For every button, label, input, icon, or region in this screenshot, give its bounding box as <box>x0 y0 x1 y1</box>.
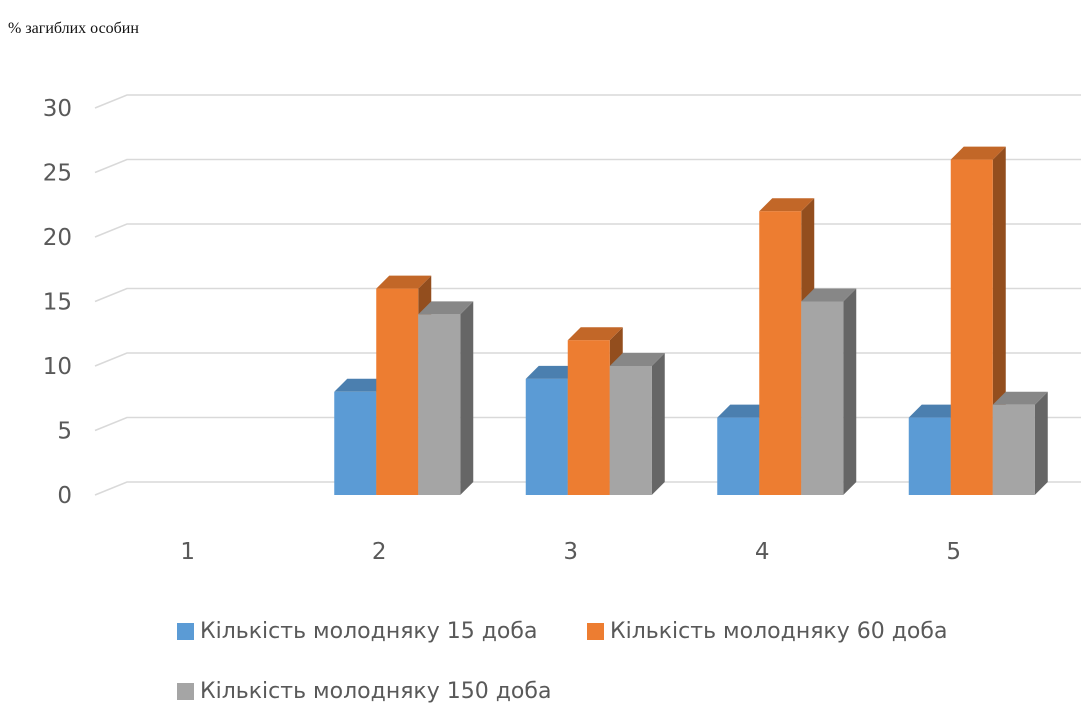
bar-front <box>334 391 377 495</box>
bar-top <box>992 391 1048 405</box>
bar-top <box>801 288 857 302</box>
bar-top <box>950 146 1006 160</box>
bar-front <box>801 301 844 495</box>
bar-side <box>843 288 857 495</box>
gridline <box>94 287 1081 303</box>
bar-top <box>908 404 964 418</box>
gridline <box>94 94 1081 109</box>
x-tick-label: 4 <box>755 539 770 565</box>
bar-front <box>376 288 419 495</box>
x-tick-label: 3 <box>563 539 578 565</box>
y-tick-label: 20 <box>43 225 72 251</box>
bar-front <box>609 366 652 495</box>
bar <box>992 391 1048 495</box>
bar-top <box>376 275 432 289</box>
bar <box>418 301 474 495</box>
bar-front <box>908 417 951 495</box>
y-tick-label: 10 <box>43 354 72 380</box>
bar-top <box>759 198 815 212</box>
bar-top <box>525 365 581 379</box>
x-tick-label: 2 <box>372 539 387 565</box>
bar-front <box>950 159 993 495</box>
y-tick-labels: 0 5 10 15 20 25 30 <box>43 96 72 509</box>
bar-top <box>418 301 474 315</box>
x-tick-label: 5 <box>946 539 961 565</box>
bar-side <box>651 353 665 495</box>
bar <box>801 288 857 495</box>
gridline <box>94 158 1081 174</box>
bars <box>334 146 1048 495</box>
bar-top <box>567 327 623 341</box>
y-tick-label: 25 <box>43 161 72 187</box>
bar-top <box>609 353 665 366</box>
bar-front <box>418 314 461 495</box>
bar-front <box>717 417 760 495</box>
bar-top <box>334 378 390 392</box>
bar-side <box>1034 391 1048 495</box>
bar <box>609 353 665 495</box>
x-tick-labels: 1 2 3 4 5 <box>180 539 961 565</box>
bar-front <box>525 378 568 495</box>
y-tick-label: 5 <box>57 419 72 445</box>
y-tick-label: 30 <box>43 96 72 122</box>
bar-front <box>992 404 1035 495</box>
bar-top <box>717 404 773 418</box>
bar-side <box>460 301 474 495</box>
gridline <box>94 223 1081 238</box>
x-tick-label: 1 <box>180 539 195 565</box>
y-tick-label: 15 <box>43 290 72 316</box>
y-tick-label: 0 <box>57 483 72 509</box>
bar-front <box>759 211 802 495</box>
y-axis-label: % загиблих особин <box>8 20 139 37</box>
bar-front <box>567 340 610 495</box>
